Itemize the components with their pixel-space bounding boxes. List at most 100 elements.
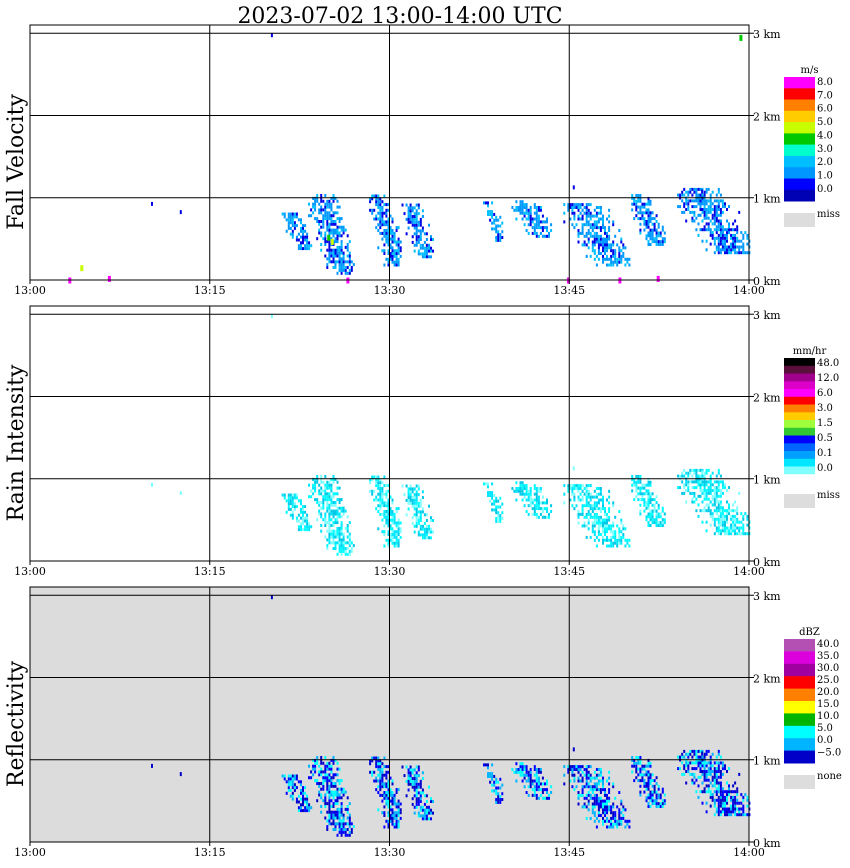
echo-cell	[539, 770, 542, 774]
echo-cell	[304, 235, 307, 239]
echo-cell	[293, 496, 296, 500]
echo-cell	[334, 228, 337, 232]
echo-cell	[715, 775, 718, 779]
echo-cell	[661, 506, 664, 510]
echo-cell	[385, 802, 388, 806]
echo-cell	[391, 512, 394, 516]
echo-cell	[425, 246, 428, 250]
echo-cell	[687, 486, 690, 490]
echo-cell	[715, 793, 718, 797]
echo-cell	[703, 193, 706, 197]
echo-cell	[381, 231, 384, 235]
colorbar-swatch	[784, 144, 815, 157]
echo-cell	[419, 220, 422, 224]
echo-cell	[599, 229, 602, 232]
echo-cell	[707, 749, 710, 753]
echo-cell	[385, 765, 388, 769]
echo-cell	[342, 535, 345, 539]
echo-cell	[419, 498, 422, 502]
echo-cell	[535, 768, 538, 771]
echo-cell	[612, 223, 615, 227]
echo-cell	[724, 239, 726, 243]
echo-cell	[318, 231, 321, 235]
echo-cell	[497, 505, 500, 509]
echo-cell	[397, 788, 400, 792]
echo-cell	[595, 802, 598, 806]
echo-cell	[377, 475, 380, 479]
echo-cell	[649, 202, 652, 206]
echo-cell	[655, 234, 658, 238]
echo-cell	[415, 217, 418, 221]
echo-cell	[340, 225, 343, 229]
echo-cell	[711, 471, 714, 475]
echo-cell	[709, 231, 712, 235]
echo-cell	[736, 231, 739, 235]
panel-ylabel: Rain Intensity	[4, 364, 29, 521]
echo-cell	[289, 499, 292, 503]
echo-cell	[635, 764, 638, 768]
echo-cell	[537, 498, 540, 502]
echo-cell	[350, 268, 353, 272]
echo-cell	[730, 532, 733, 536]
echo-cell	[651, 779, 654, 783]
echo-cell	[375, 495, 378, 499]
echo-cell	[651, 498, 654, 502]
echo-cell	[724, 795, 726, 799]
echo-cell	[415, 765, 418, 769]
echo-cell	[379, 793, 382, 797]
echo-cell	[679, 474, 682, 478]
echo-cell	[616, 260, 619, 264]
echo-cell	[485, 201, 487, 205]
echo-cell	[338, 205, 341, 209]
echo-cell	[713, 784, 716, 788]
echo-cell	[377, 808, 380, 812]
echo-cell	[432, 519, 434, 522]
echo-cell	[587, 214, 590, 218]
echo-cell	[587, 246, 590, 250]
echo-cell	[606, 530, 608, 534]
echo-cell	[535, 234, 538, 238]
echo-cell	[318, 208, 321, 212]
echo-cell	[614, 249, 617, 253]
echo-cell	[407, 774, 410, 778]
echo-cell	[655, 220, 658, 223]
echo-cell	[385, 785, 388, 789]
echo-cell	[705, 494, 708, 498]
echo-cell	[701, 480, 704, 484]
echo-cell	[602, 223, 604, 227]
echo-cell	[533, 779, 536, 783]
echo-cell	[563, 782, 566, 786]
echo-cell	[693, 205, 696, 209]
echo-cell	[377, 223, 380, 227]
echo-cell	[308, 495, 310, 499]
echo-cell	[715, 245, 718, 249]
echo-cell	[318, 782, 321, 785]
echo-cell	[711, 514, 714, 518]
echo-cell	[595, 240, 598, 244]
echo-cell	[738, 251, 741, 255]
echo-cell	[326, 225, 329, 229]
echo-cell	[647, 489, 650, 493]
echo-cell	[397, 246, 400, 250]
echo-cell	[322, 503, 325, 507]
echo-cell	[409, 220, 412, 224]
echo-cell	[306, 516, 309, 520]
echo-cell	[597, 802, 600, 806]
echo-cell	[497, 236, 500, 239]
echo-cell	[308, 202, 310, 206]
echo-cell	[633, 196, 636, 200]
echo-cell	[577, 489, 580, 493]
echo-cell	[289, 221, 292, 225]
echo-cell	[415, 226, 418, 230]
echo-cell	[719, 813, 722, 817]
echo-cell	[595, 535, 598, 539]
colorbar-swatch	[784, 651, 815, 665]
echo-cell	[330, 541, 333, 545]
echo-cell	[397, 822, 400, 826]
x-tick-label: 13:45	[553, 565, 585, 578]
echo-cell	[585, 254, 588, 258]
echo-cell	[415, 498, 418, 502]
echo-cell	[649, 509, 652, 513]
echo-cell	[585, 223, 588, 227]
echo-cell	[583, 768, 586, 771]
